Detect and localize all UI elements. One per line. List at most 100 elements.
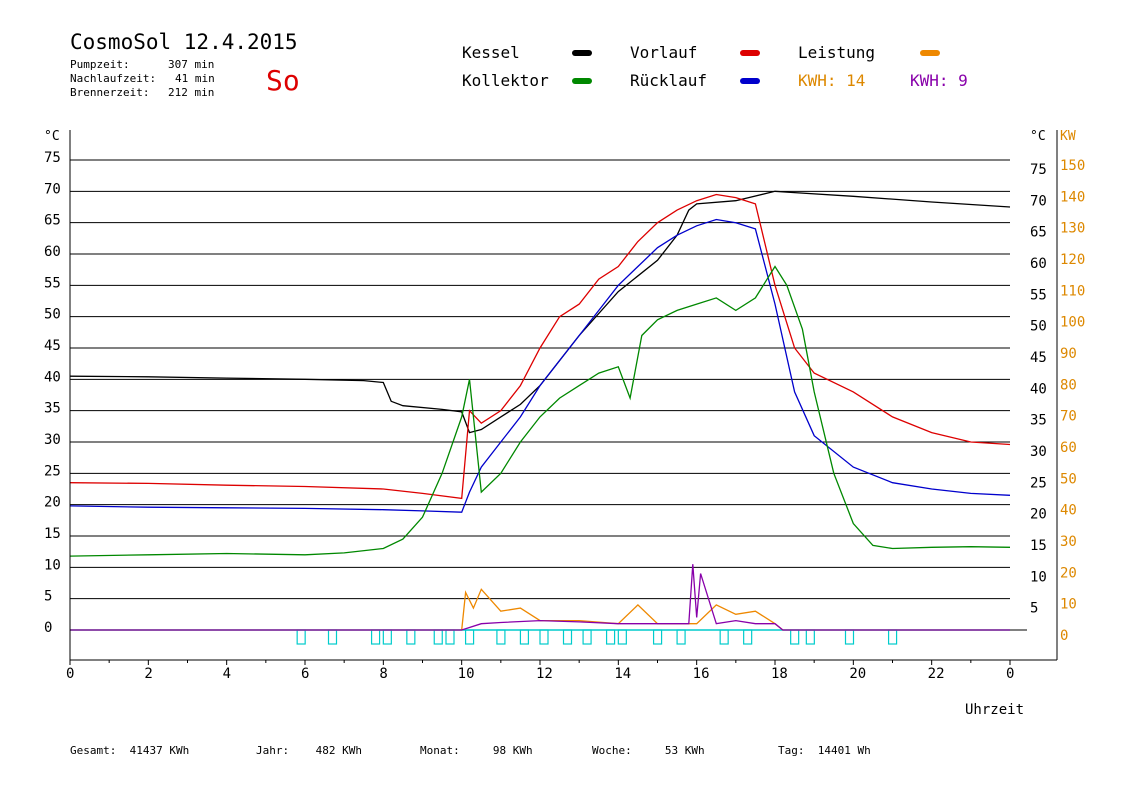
pump-mark bbox=[519, 629, 530, 645]
pump-mark bbox=[617, 629, 627, 645]
x-tick-label: 18 bbox=[771, 666, 788, 682]
pump-mark bbox=[805, 629, 815, 645]
y-tick-label-right-temp: 25 bbox=[1030, 475, 1047, 491]
pump-mark bbox=[652, 629, 663, 645]
y-tick-label-right-power: 100 bbox=[1060, 315, 1085, 331]
x-tick-label: 22 bbox=[928, 666, 945, 682]
x-tick-label: 10 bbox=[458, 666, 475, 682]
chart-title: CosmoSol 12.4.2015 bbox=[70, 30, 298, 54]
y-tick-label-left: 50 bbox=[44, 307, 61, 323]
pump-mark bbox=[433, 629, 443, 645]
pump-mark bbox=[370, 629, 381, 645]
y-tick-label-right-power: 150 bbox=[1060, 158, 1085, 174]
y-tick-label-right-power: 70 bbox=[1060, 409, 1077, 425]
pump-mark bbox=[445, 629, 455, 645]
y-tick-label-right-temp: 70 bbox=[1030, 193, 1047, 209]
x-tick-label: 16 bbox=[693, 666, 710, 682]
pump-mark bbox=[296, 629, 306, 645]
pump-mark bbox=[406, 629, 416, 645]
pump-mark bbox=[464, 629, 475, 645]
y-tick-label-right-power: 50 bbox=[1060, 471, 1077, 487]
y-tick-label-left: 30 bbox=[44, 432, 61, 448]
y-tick-label-right-temp: 50 bbox=[1030, 319, 1047, 335]
y-tick-label-left: 70 bbox=[44, 181, 61, 197]
pump-mark bbox=[719, 629, 729, 645]
pump-mark bbox=[382, 629, 392, 645]
legend-kollektor-label: Kollektor bbox=[462, 71, 549, 90]
footer-gesamt: Gesamt: 41437 KWh bbox=[70, 744, 190, 757]
y-tick-label-left: 45 bbox=[44, 338, 61, 354]
y-tick-label-left: 20 bbox=[44, 495, 61, 511]
y-tick-label-right-temp: 65 bbox=[1030, 225, 1047, 241]
x-axis-label: Uhrzeit bbox=[965, 702, 1024, 718]
y-tick-label-right-temp: 75 bbox=[1030, 162, 1047, 178]
y-tick-label-right-temp: 60 bbox=[1030, 256, 1047, 272]
x-tick-label: 14 bbox=[614, 666, 631, 682]
y-tick-label-right-temp: 15 bbox=[1030, 538, 1047, 554]
pump-mark bbox=[539, 629, 549, 645]
series-kwh-9 bbox=[70, 564, 1010, 631]
legend-ruecklauf-label: Rücklauf bbox=[630, 71, 708, 90]
y-tick-label-right-temp: 10 bbox=[1030, 569, 1047, 585]
y-tick-label-right-power: 130 bbox=[1060, 221, 1085, 237]
pumpzeit-value: 307 min bbox=[168, 58, 215, 71]
y-axis-unit-left: °C bbox=[44, 129, 60, 144]
pump-mark bbox=[562, 629, 573, 645]
pump-mark bbox=[496, 629, 506, 645]
pump-mark bbox=[605, 629, 616, 645]
y-tick-label-right-temp: 30 bbox=[1030, 444, 1047, 460]
legend-ruecklauf-swatch bbox=[740, 78, 760, 84]
y-tick-label-left: 75 bbox=[44, 150, 61, 166]
kwh-purple-label: KWH: 9 bbox=[910, 71, 968, 90]
y-tick-label-left: 35 bbox=[44, 401, 61, 417]
x-tick-label: 0 bbox=[1006, 666, 1014, 682]
y-tick-label-left: 10 bbox=[44, 557, 61, 573]
y-tick-label-right-temp: 45 bbox=[1030, 350, 1047, 366]
footer-jahr: Jahr: 482 KWh bbox=[256, 744, 362, 757]
x-tick-label: 12 bbox=[536, 666, 553, 682]
footer-monat: Monat: 98 KWh bbox=[420, 744, 533, 757]
y-tick-label-right-temp: 5 bbox=[1030, 601, 1038, 617]
y-tick-label-right-temp: 35 bbox=[1030, 413, 1047, 429]
legend-kollektor-swatch bbox=[572, 78, 592, 84]
pump-mark bbox=[676, 629, 686, 645]
series-vorlauf bbox=[69, 193, 1011, 500]
nachlaufzeit-value: 41 min bbox=[175, 72, 215, 85]
y-tick-label-left: 65 bbox=[44, 213, 61, 229]
x-tick-label: 0 bbox=[66, 666, 74, 682]
brennerzeit-value: 212 min bbox=[168, 86, 215, 99]
nachlaufzeit-label: Nachlaufzeit: bbox=[70, 72, 157, 85]
pump-mark bbox=[844, 629, 855, 645]
legend-vorlauf-swatch bbox=[740, 50, 760, 56]
y-tick-label-left: 15 bbox=[44, 526, 61, 542]
series-leistung bbox=[70, 588, 1010, 631]
y-tick-label-left: 40 bbox=[44, 369, 61, 385]
footer-tag: Tag: 14401 Wh bbox=[778, 744, 871, 757]
x-tick-label: 8 bbox=[379, 666, 387, 682]
y-tick-label-left: 60 bbox=[44, 244, 61, 260]
legend-kessel-label: Kessel bbox=[462, 43, 520, 62]
y-tick-label-left: 25 bbox=[44, 463, 61, 479]
y-tick-label-right-temp: 20 bbox=[1030, 507, 1047, 523]
weekday-label: So bbox=[266, 64, 300, 97]
y-tick-label-right-power: 140 bbox=[1060, 189, 1085, 205]
y-tick-label-right-power: 30 bbox=[1060, 534, 1077, 550]
y-tick-label-right-power: 40 bbox=[1060, 503, 1077, 519]
pump-mark bbox=[887, 629, 898, 645]
y-tick-label-right-power: 60 bbox=[1060, 440, 1077, 456]
y-tick-label-right-power: 10 bbox=[1060, 597, 1077, 613]
pump-mark bbox=[327, 629, 338, 645]
legend-vorlauf-label: Vorlauf bbox=[630, 43, 698, 62]
x-tick-label: 2 bbox=[144, 666, 152, 682]
y-tick-label-right-power: 110 bbox=[1060, 283, 1085, 299]
y-tick-label-right-temp: 55 bbox=[1030, 287, 1047, 303]
series-kessel bbox=[69, 190, 1011, 434]
y-tick-label-right-temp: 40 bbox=[1030, 381, 1047, 397]
kwh-orange-label: KWH: 14 bbox=[798, 71, 866, 90]
pump-mark bbox=[790, 629, 800, 645]
x-tick-label: 6 bbox=[301, 666, 309, 682]
series-r-cklauf bbox=[69, 218, 1011, 513]
pumpzeit-label: Pumpzeit: bbox=[70, 58, 130, 71]
y-axis-unit-right: °C bbox=[1030, 129, 1046, 144]
